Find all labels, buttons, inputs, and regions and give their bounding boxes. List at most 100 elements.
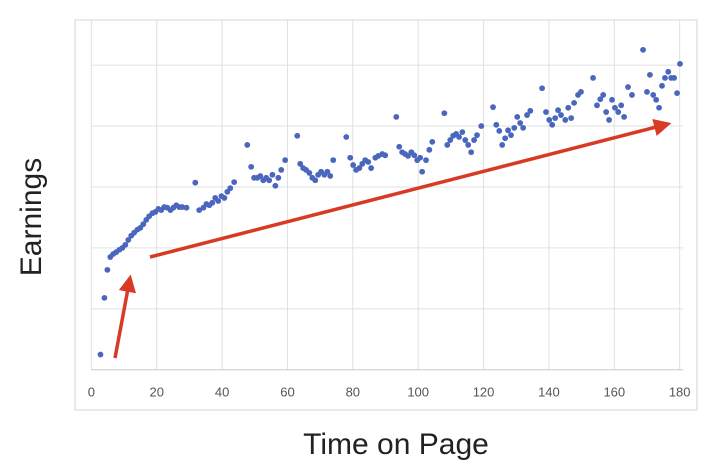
point [571, 99, 578, 106]
point [306, 170, 313, 176]
plot-frame [74, 19, 698, 411]
point [644, 89, 650, 95]
point [350, 162, 357, 168]
point [312, 177, 319, 184]
point [629, 92, 635, 98]
point [539, 85, 545, 92]
point [543, 109, 549, 115]
point [101, 294, 108, 301]
x-tick-label: 100 [407, 384, 429, 399]
point [527, 107, 534, 114]
x-tick-label: 40 [215, 384, 229, 399]
point [343, 134, 350, 140]
point [671, 74, 678, 81]
point [330, 157, 337, 164]
point [562, 117, 569, 123]
point [490, 104, 496, 111]
point [347, 154, 354, 161]
ticks: 0 20 40 60 80 100 120 140 160 180 [88, 384, 691, 399]
point [447, 137, 454, 143]
point [502, 135, 509, 142]
point [600, 92, 607, 98]
point [382, 152, 389, 159]
point [612, 104, 618, 111]
point [558, 112, 564, 118]
point [125, 237, 132, 243]
point [478, 123, 485, 129]
point [662, 74, 668, 81]
point [97, 351, 104, 358]
point [324, 168, 331, 175]
point [609, 96, 615, 103]
point [621, 113, 628, 120]
point [272, 182, 279, 189]
point [278, 167, 285, 173]
point [209, 199, 216, 206]
point [275, 174, 282, 181]
point [140, 221, 147, 228]
point [419, 168, 426, 175]
point [365, 159, 372, 165]
point [594, 102, 600, 109]
point [647, 71, 653, 78]
point [196, 207, 203, 214]
point [456, 134, 462, 140]
point [294, 132, 301, 139]
point [493, 121, 500, 128]
point [179, 204, 186, 210]
y-axis-title: Earnings [15, 158, 48, 276]
grid [90, 20, 683, 371]
x-tick-label: 140 [538, 384, 560, 399]
point [505, 127, 511, 134]
point [257, 173, 264, 179]
point [468, 149, 475, 156]
point [215, 198, 222, 204]
point [659, 82, 665, 89]
point [104, 266, 111, 273]
point [618, 102, 625, 109]
x-tick-label: 160 [603, 384, 625, 399]
point [192, 179, 199, 186]
point [590, 74, 596, 81]
point [244, 142, 251, 148]
x-tick-label: 60 [280, 384, 294, 399]
point [555, 107, 561, 114]
point [122, 241, 129, 248]
point [517, 120, 524, 126]
point [565, 104, 572, 111]
point [429, 138, 436, 145]
point [465, 142, 472, 148]
x-tick-label: 80 [346, 384, 360, 399]
x-tick-label: 120 [473, 384, 495, 399]
point [656, 104, 662, 111]
point [568, 115, 575, 122]
point [327, 173, 334, 179]
point [297, 160, 304, 167]
x-axis-title: Time on Page [303, 428, 489, 461]
point [269, 171, 276, 178]
point [356, 165, 363, 171]
arrow [149, 119, 672, 259]
point [496, 128, 503, 134]
point [423, 157, 429, 164]
point [677, 60, 683, 67]
point [524, 112, 530, 118]
point [462, 137, 469, 143]
x-tick-label: 180 [669, 384, 691, 399]
point [514, 113, 521, 120]
point [459, 129, 466, 136]
point [282, 157, 289, 164]
x-tick-label: 20 [149, 384, 163, 399]
point [441, 110, 448, 117]
point [625, 84, 631, 90]
point [597, 96, 604, 103]
point [183, 204, 190, 211]
point [615, 109, 622, 115]
point [650, 92, 657, 98]
point [520, 124, 527, 131]
point [411, 152, 418, 159]
point [606, 117, 612, 123]
point [221, 195, 228, 201]
point [603, 109, 610, 115]
